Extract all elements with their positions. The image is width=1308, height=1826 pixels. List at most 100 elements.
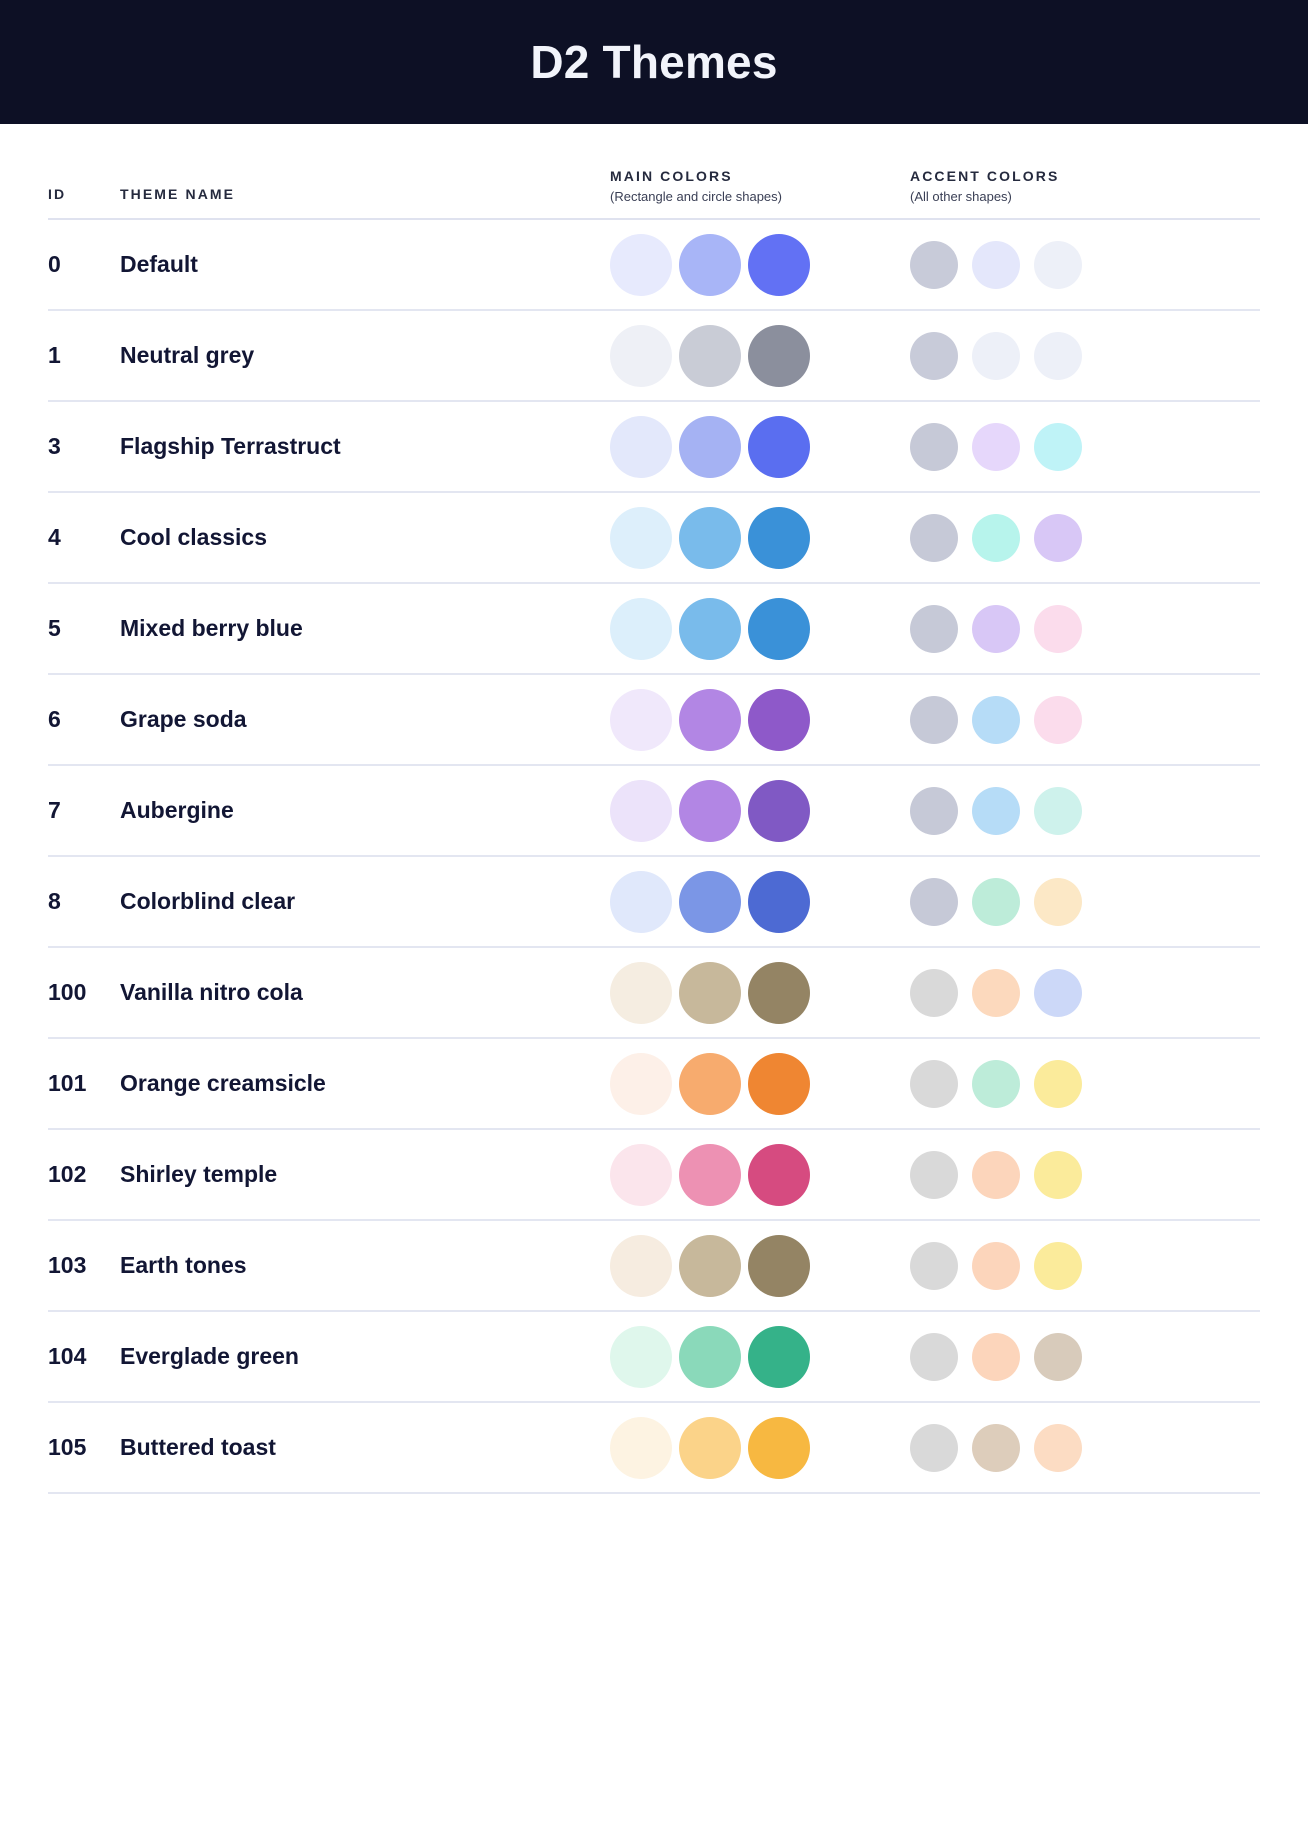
table-row[interactable]: 5 Mixed berry blue: [48, 583, 1260, 675]
table-row[interactable]: 3 Flagship Terrastruct: [48, 401, 1260, 493]
page-banner: D2 Themes: [0, 0, 1308, 124]
cell-accent-colors: [910, 310, 1260, 402]
cell-theme-id: 8: [48, 856, 120, 948]
cell-accent-colors: [910, 1129, 1260, 1221]
theme-id-label: 5: [48, 615, 61, 641]
main-color-swatch: [679, 506, 741, 569]
cell-theme-id: 0: [48, 219, 120, 311]
theme-id-label: 105: [48, 1434, 87, 1460]
main-color-swatch: [748, 233, 810, 296]
cell-theme-name: Neutral grey: [120, 310, 610, 402]
cell-theme-id: 4: [48, 492, 120, 584]
theme-name-label: Colorblind clear: [120, 888, 296, 914]
table-row[interactable]: 102 Shirley temple: [48, 1129, 1260, 1221]
main-color-swatches: [610, 870, 910, 933]
table-row[interactable]: 7 Aubergine: [48, 765, 1260, 857]
cell-theme-id: 104: [48, 1311, 120, 1403]
table-row[interactable]: 105 Buttered toast: [48, 1402, 1260, 1494]
accent-color-swatches: [910, 1059, 1260, 1108]
theme-id-label: 1: [48, 342, 61, 368]
accent-color-swatch: [972, 968, 1020, 1017]
theme-id-label: 3: [48, 433, 61, 459]
cell-main-colors: [610, 583, 910, 675]
table-header: ID THEME NAME MAIN COLORS (Rectangle and…: [48, 124, 1260, 220]
cell-theme-name: Earth tones: [120, 1220, 610, 1312]
cell-theme-name: Orange creamsicle: [120, 1038, 610, 1130]
main-color-swatch: [610, 1416, 672, 1479]
table-row[interactable]: 104 Everglade green: [48, 1311, 1260, 1403]
accent-color-swatches: [910, 331, 1260, 380]
table-row[interactable]: 0 Default: [48, 219, 1260, 311]
main-color-swatches: [610, 415, 910, 478]
main-color-swatches: [610, 1143, 910, 1206]
cell-main-colors: [610, 219, 910, 311]
themes-table-container: ID THEME NAME MAIN COLORS (Rectangle and…: [0, 124, 1308, 1494]
main-color-swatch: [748, 688, 810, 751]
main-color-swatch: [748, 1052, 810, 1115]
main-color-swatch: [748, 1234, 810, 1297]
accent-color-swatch: [1034, 1150, 1082, 1199]
column-header-theme-name-label: THEME NAME: [120, 186, 236, 202]
table-row[interactable]: 4 Cool classics: [48, 492, 1260, 584]
main-color-swatch: [610, 1143, 672, 1206]
main-color-swatches: [610, 1416, 910, 1479]
accent-color-swatches: [910, 1423, 1260, 1472]
cell-theme-id: 5: [48, 583, 120, 675]
accent-color-swatch: [910, 877, 958, 926]
main-color-swatch: [679, 597, 741, 660]
cell-theme-name: Cool classics: [120, 492, 610, 584]
main-color-swatch: [748, 961, 810, 1024]
main-color-swatches: [610, 779, 910, 842]
cell-accent-colors: [910, 856, 1260, 948]
cell-main-colors: [610, 674, 910, 766]
cell-theme-name: Default: [120, 219, 610, 311]
accent-color-swatches: [910, 1150, 1260, 1199]
accent-color-swatch: [910, 513, 958, 562]
accent-color-swatch: [972, 786, 1020, 835]
cell-accent-colors: [910, 765, 1260, 857]
cell-main-colors: [610, 310, 910, 402]
main-color-swatch: [748, 506, 810, 569]
accent-color-swatch: [910, 1150, 958, 1199]
accent-color-swatches: [910, 786, 1260, 835]
theme-id-label: 102: [48, 1161, 87, 1187]
cell-theme-name: Buttered toast: [120, 1402, 610, 1494]
theme-id-label: 100: [48, 979, 87, 1005]
main-color-swatch: [748, 779, 810, 842]
accent-color-swatch: [972, 695, 1020, 744]
accent-color-swatch: [1034, 422, 1082, 471]
cell-main-colors: [610, 1402, 910, 1494]
theme-id-label: 101: [48, 1070, 87, 1096]
cell-accent-colors: [910, 401, 1260, 493]
main-color-swatch: [748, 870, 810, 933]
table-row[interactable]: 1 Neutral grey: [48, 310, 1260, 402]
table-row[interactable]: 100 Vanilla nitro cola: [48, 947, 1260, 1039]
table-row[interactable]: 8 Colorblind clear: [48, 856, 1260, 948]
column-header-main-colors-sublabel: (Rectangle and circle shapes): [610, 189, 782, 204]
main-color-swatch: [610, 1234, 672, 1297]
main-color-swatch: [679, 688, 741, 751]
cell-theme-id: 7: [48, 765, 120, 857]
accent-color-swatches: [910, 695, 1260, 744]
theme-name-label: Mixed berry blue: [120, 615, 303, 641]
main-color-swatch: [610, 870, 672, 933]
cell-main-colors: [610, 765, 910, 857]
table-row[interactable]: 101 Orange creamsicle: [48, 1038, 1260, 1130]
main-color-swatch: [679, 1052, 741, 1115]
table-row[interactable]: 103 Earth tones: [48, 1220, 1260, 1312]
accent-color-swatch: [972, 422, 1020, 471]
accent-color-swatch: [1034, 240, 1082, 289]
table-body: 0 Default 1 Neutral grey 3 Flagship Terrastru…: [48, 219, 1260, 1494]
cell-theme-id: 6: [48, 674, 120, 766]
accent-color-swatch: [1034, 695, 1082, 744]
main-color-swatch: [679, 415, 741, 478]
accent-color-swatch: [910, 422, 958, 471]
cell-main-colors: [610, 856, 910, 948]
theme-name-label: Neutral grey: [120, 342, 255, 368]
table-row[interactable]: 6 Grape soda: [48, 674, 1260, 766]
theme-name-label: Earth tones: [120, 1252, 247, 1278]
main-color-swatch: [610, 688, 672, 751]
column-header-accent-colors-label: ACCENT COLORS: [910, 168, 1060, 184]
main-color-swatch: [748, 415, 810, 478]
main-color-swatch: [748, 324, 810, 387]
